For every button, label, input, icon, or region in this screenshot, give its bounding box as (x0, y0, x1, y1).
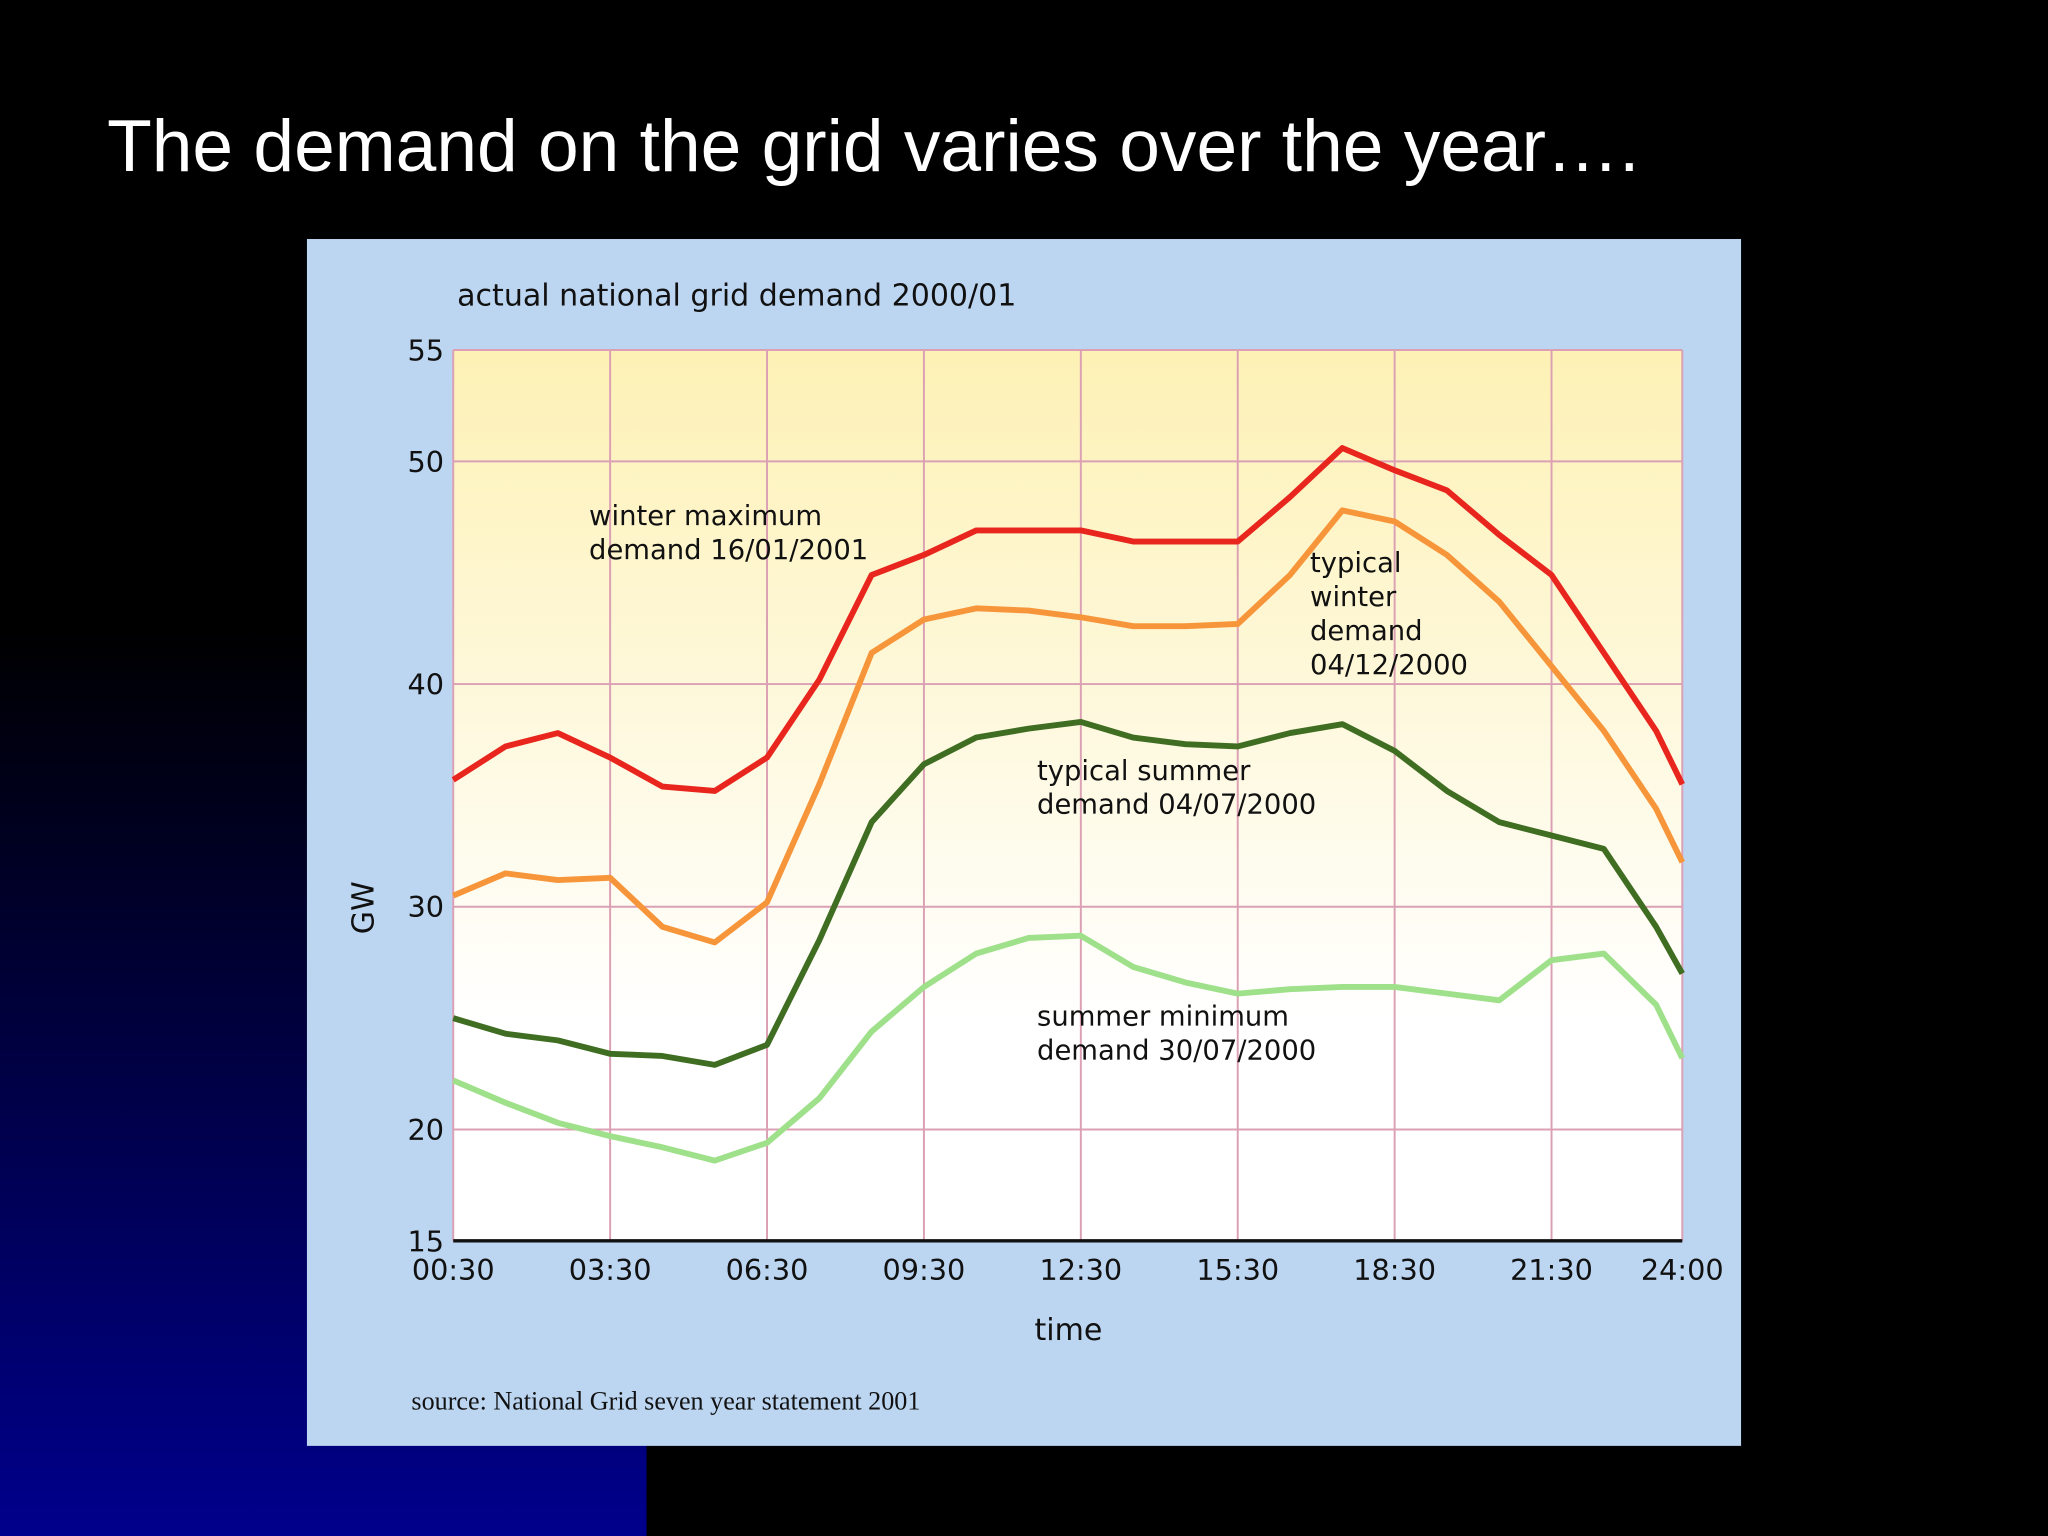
labels: 15 20 30 40 50 55 00:30 03:30 06:30 09:30 12:30 15:… (408, 333, 1724, 1287)
y-tick-label: 30 (408, 890, 445, 924)
series-line (452, 507, 1685, 946)
annotation: winter (1310, 582, 1397, 613)
lines (451, 445, 1685, 1164)
annotation: summer minimum (1037, 1001, 1289, 1032)
grid (452, 349, 1684, 1243)
annotation: typical (1310, 548, 1401, 579)
x-tick-label: 00:30 (412, 1253, 495, 1287)
x-tick-label: 21:30 (1510, 1253, 1593, 1287)
y-tick-label: 40 (408, 668, 445, 702)
series-line (452, 719, 1685, 1068)
x-tick-label: 12:30 (1039, 1253, 1122, 1287)
x-tick-label: 24:00 (1641, 1253, 1724, 1287)
x-tick-label: 15:30 (1196, 1253, 1279, 1287)
annotation: winter maximum (589, 501, 822, 532)
x-tick-label: 03:30 (569, 1253, 652, 1287)
plot-area (453, 350, 1683, 1241)
slide-title: The demand on the grid varies over the y… (107, 106, 1639, 187)
annotation: typical summer (1037, 756, 1251, 787)
x-tick-label: 09:30 (883, 1253, 966, 1287)
chart-title: actual national grid demand 2000/01 (457, 279, 1016, 314)
source-note: source: National Grid seven year stateme… (411, 1386, 920, 1415)
series-line (451, 445, 1685, 794)
annotation: demand 04/07/2000 (1037, 790, 1316, 821)
annotation: demand 30/07/2000 (1037, 1035, 1316, 1066)
y-tick-label: 15 (408, 1224, 445, 1258)
y-tick-label: 50 (408, 445, 445, 479)
annotation: demand 16/01/2001 (589, 535, 868, 566)
x-axis-label: time (1034, 1313, 1102, 1348)
x-tick-label: 18:30 (1353, 1253, 1436, 1287)
series-line (452, 932, 1685, 1164)
y-tick-label: 20 (408, 1113, 445, 1147)
annotation: 04/12/2000 (1310, 650, 1468, 681)
y-axis-label: GW (347, 881, 382, 934)
y-tick-label: 55 (408, 333, 445, 367)
x-tick-label: 06:30 (726, 1253, 809, 1287)
annotation: demand (1310, 616, 1423, 647)
